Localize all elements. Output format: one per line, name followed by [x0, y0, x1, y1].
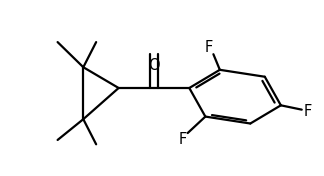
- Text: F: F: [204, 40, 213, 55]
- Text: F: F: [179, 133, 187, 147]
- Text: O: O: [148, 58, 160, 73]
- Text: F: F: [304, 104, 312, 119]
